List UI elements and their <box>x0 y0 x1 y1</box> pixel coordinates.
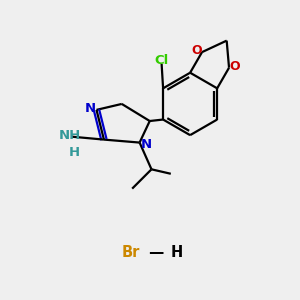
Text: N: N <box>84 102 95 115</box>
Text: Cl: Cl <box>154 54 169 67</box>
Text: —: — <box>148 245 164 260</box>
Text: H: H <box>69 146 80 160</box>
Text: N: N <box>141 138 152 151</box>
Text: O: O <box>229 60 240 73</box>
Text: NH: NH <box>58 129 81 142</box>
Text: H: H <box>171 245 183 260</box>
Text: O: O <box>191 44 202 57</box>
Text: Br: Br <box>122 245 140 260</box>
